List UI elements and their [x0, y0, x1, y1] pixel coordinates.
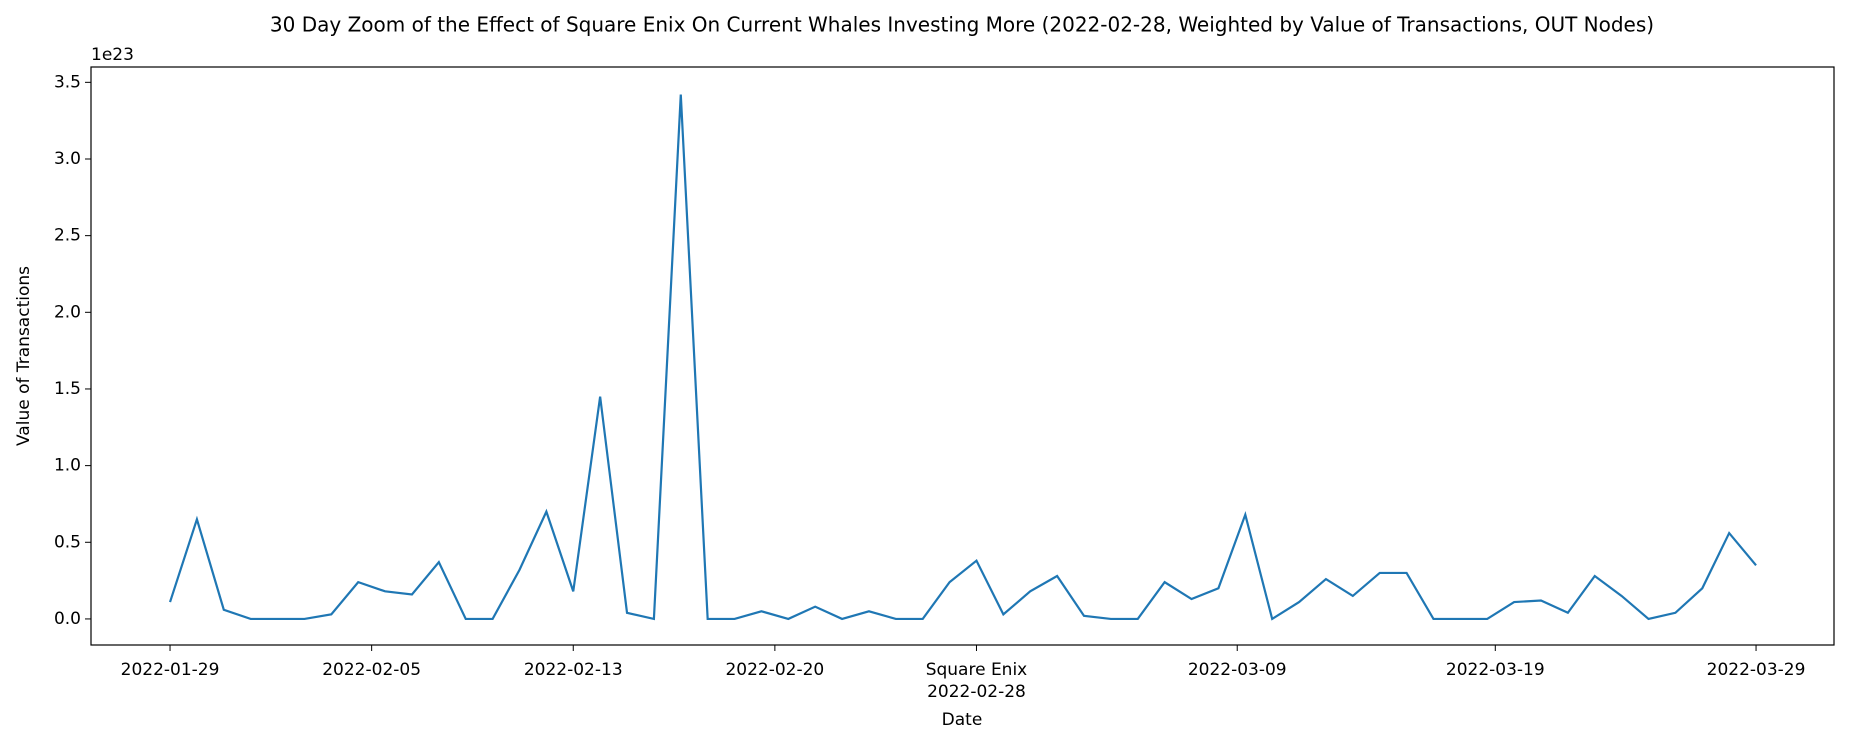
y-tick-label: 3.0: [54, 149, 81, 169]
y-tick-label: 1.0: [54, 456, 81, 476]
y-axis-label: Value of Transactions: [14, 266, 34, 446]
line-series: [168, 94, 1757, 621]
x-tick-label: 2022-02-28: [927, 682, 1026, 702]
x-tick-label: 2022-03-09: [1188, 660, 1287, 680]
y-tick-label: 2.0: [54, 302, 81, 322]
x-tick-label: 2022-02-13: [524, 660, 623, 680]
plot-frame: [90, 66, 1835, 646]
x-tick-label: 2022-03-19: [1446, 660, 1545, 680]
annotation: Square Enix: [926, 660, 1028, 680]
x-tick-label: 2022-02-20: [725, 660, 824, 680]
x-tick-label: 2022-01-29: [121, 660, 220, 680]
x-tick-label: 2022-02-05: [322, 660, 421, 680]
y-offset-label: 1e23: [91, 45, 134, 65]
x-axis-label: Date: [942, 710, 983, 730]
y-tick-label: 2.5: [54, 226, 81, 246]
chart-title: 30 Day Zoom of the Effect of Square Enix…: [270, 13, 1654, 37]
y-tick-label: 1.5: [54, 379, 81, 399]
y-tick-label: 0.0: [54, 609, 81, 629]
x-tick-label: 2022-03-29: [1707, 660, 1806, 680]
y-tick-label: 0.5: [54, 532, 81, 552]
y-tick-label: 3.5: [54, 72, 81, 92]
